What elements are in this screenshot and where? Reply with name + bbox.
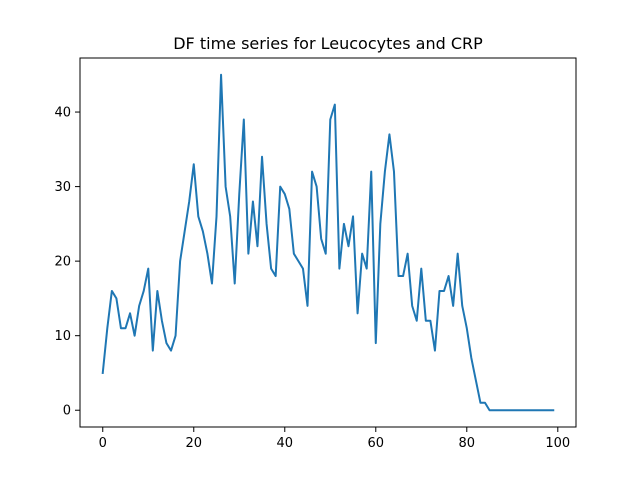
y-tick-label-40: 40 bbox=[54, 106, 71, 121]
x-tick-label-40: 40 bbox=[276, 436, 293, 451]
y-tick-label-20: 20 bbox=[54, 255, 71, 270]
x-tick-label-0: 0 bbox=[99, 436, 107, 451]
x-tick-label-80: 80 bbox=[459, 436, 476, 451]
axes-frame bbox=[79, 57, 577, 428]
plot-area: 0 20 40 60 80 100 0 10 20 30 40 bbox=[54, 57, 577, 451]
x-tick-label-60: 60 bbox=[368, 436, 385, 451]
chart-title: DF time series for Leucocytes and CRP bbox=[173, 34, 483, 53]
y-tick-label-0: 0 bbox=[63, 404, 71, 419]
y-tick-label-10: 10 bbox=[54, 329, 71, 344]
x-tick-label-100: 100 bbox=[545, 436, 570, 451]
y-tick-label-30: 30 bbox=[54, 180, 71, 195]
x-tick-label-20: 20 bbox=[185, 436, 202, 451]
series-line bbox=[101, 73, 555, 412]
